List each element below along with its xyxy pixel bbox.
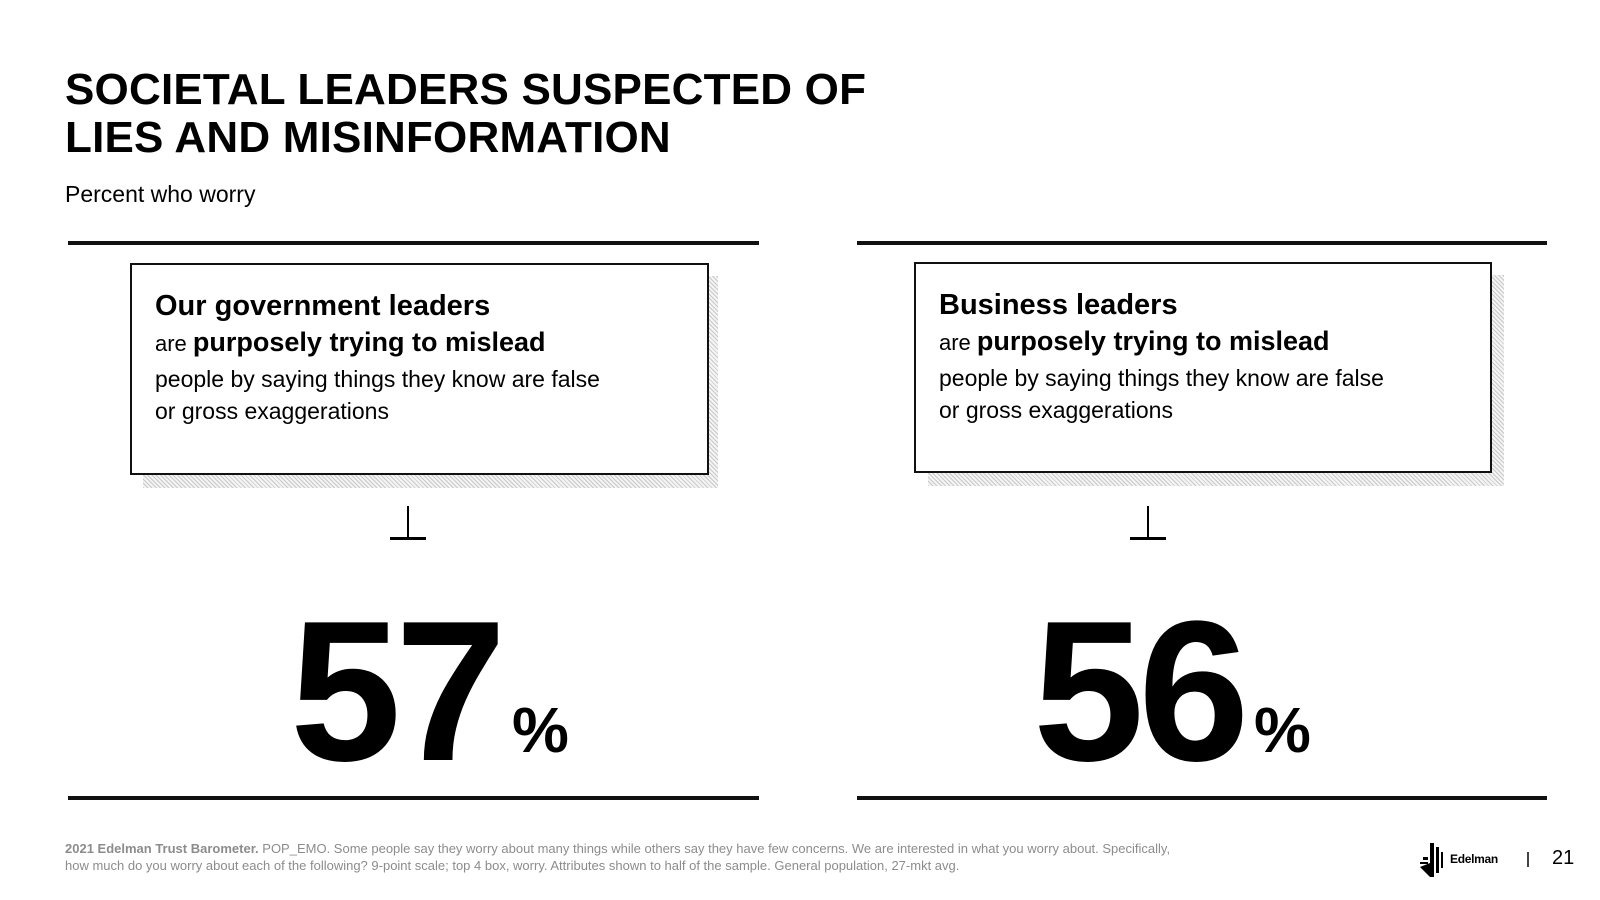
government-percent-sign: %: [512, 694, 569, 766]
right-connector-icon: [1130, 506, 1166, 540]
government-leaders-box: Our government leaders are purposely try…: [130, 263, 709, 475]
edelman-logo: Edelman: [1420, 843, 1510, 877]
page-number: 21: [1552, 847, 1575, 869]
business-leaders-body: people by saying things they know are fa…: [939, 362, 1468, 426]
business-leaders-emphasis-line: are purposely trying to mislead: [939, 324, 1468, 360]
business-are-text: are: [939, 330, 971, 355]
government-emphasis-text: purposely trying to mislead: [192, 327, 546, 357]
business-leaders-heading: Business leaders: [939, 289, 1178, 321]
left-connector-icon: [390, 506, 426, 540]
left-top-rule: [68, 241, 759, 245]
footer-separator: [1527, 852, 1529, 867]
slide-title: SOCIETAL LEADERS SUSPECTED OF LIES AND M…: [65, 66, 866, 162]
government-body-line-1: people by saying things they know are fa…: [155, 366, 600, 392]
government-are-text: are: [155, 331, 187, 356]
business-percent-sign: %: [1254, 694, 1311, 766]
business-percent-value: 56: [1033, 580, 1249, 803]
government-leaders-body: people by saying things they know are fa…: [155, 363, 685, 427]
business-emphasis-text: purposely trying to mislead: [976, 326, 1330, 356]
business-body-line-1: people by saying things they know are fa…: [939, 365, 1384, 391]
left-bottom-rule: [68, 796, 759, 800]
edelman-logo-text: Edelman: [1450, 852, 1498, 866]
source-footnote: 2021 Edelman Trust Barometer. POP_EMO. S…: [65, 840, 1365, 874]
source-text: POP_EMO. Some people say they worry abou…: [258, 841, 1171, 856]
business-body-line-2: or gross exaggerations: [939, 397, 1173, 423]
government-leaders-heading: Our government leaders: [155, 290, 491, 322]
right-bottom-rule: [857, 796, 1547, 800]
right-top-rule: [857, 241, 1547, 245]
government-leaders-emphasis-line: are purposely trying to mislead: [155, 325, 685, 361]
slide-subtitle: Percent who worry: [65, 181, 256, 207]
government-body-line-2: or gross exaggerations: [155, 398, 389, 424]
source-text-line-2: how much do you worry about each of the …: [65, 858, 960, 873]
title-line-2: LIES AND MISINFORMATION: [65, 113, 671, 162]
business-leaders-box: Business leaders are purposely trying to…: [914, 262, 1492, 473]
source-title: 2021 Edelman Trust Barometer.: [65, 841, 259, 856]
title-line-1: SOCIETAL LEADERS SUSPECTED OF: [65, 65, 867, 114]
government-percent-value: 57: [290, 580, 506, 803]
edelman-logo-icon: [1420, 843, 1443, 877]
